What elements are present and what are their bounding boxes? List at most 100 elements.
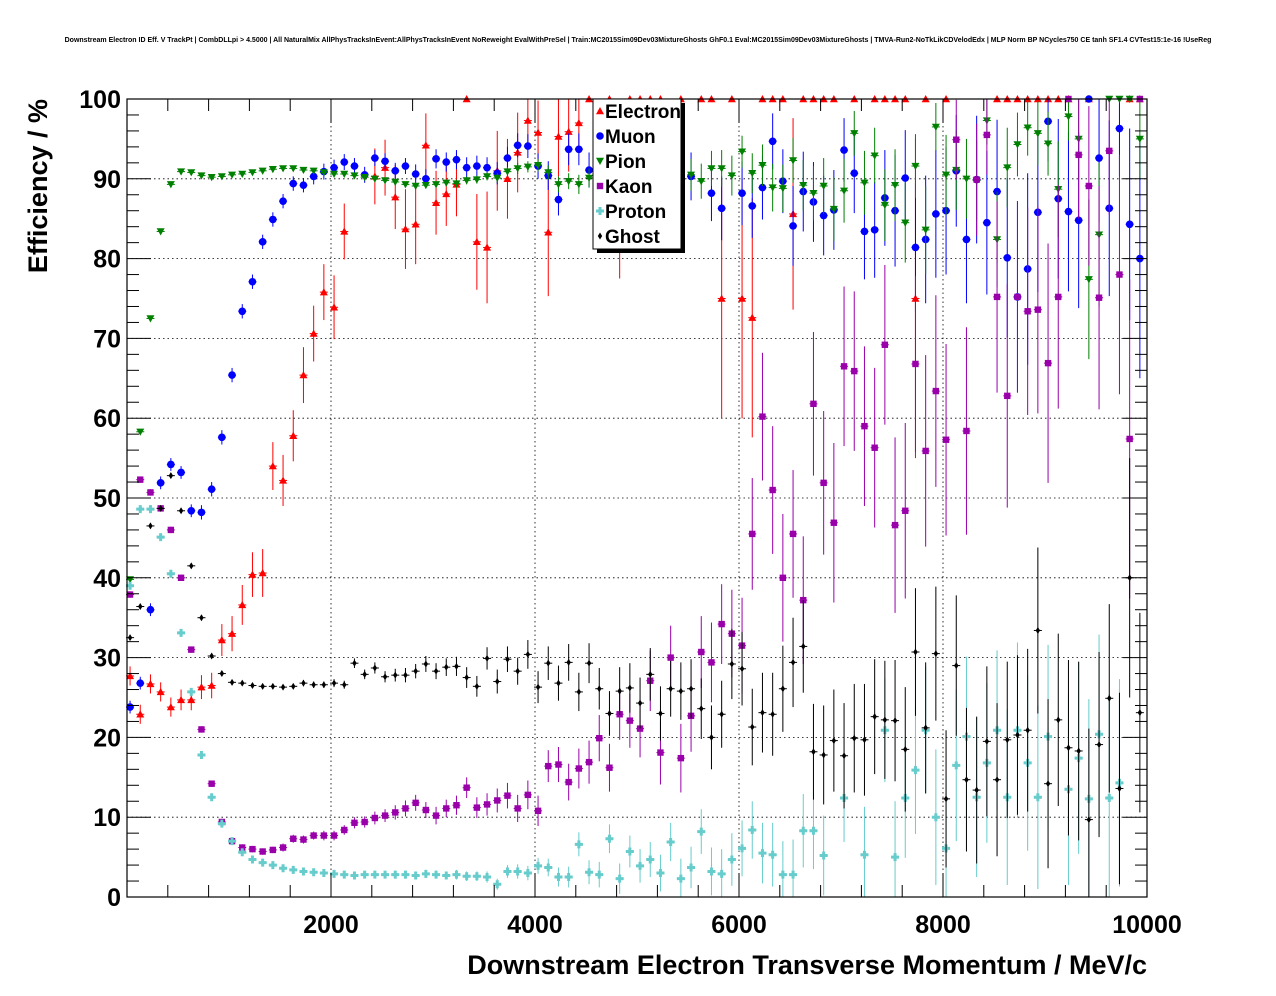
data-point <box>483 243 492 251</box>
data-point <box>199 614 204 622</box>
data-point <box>126 591 134 598</box>
data-point <box>452 155 461 164</box>
data-point <box>177 695 186 704</box>
data-point <box>1096 741 1102 749</box>
data-point <box>1004 392 1011 400</box>
data-point <box>738 148 747 156</box>
data-point <box>269 215 277 224</box>
data-point <box>146 679 155 688</box>
data-point <box>167 460 175 469</box>
y-tick-label: 20 <box>93 724 121 752</box>
data-point <box>484 654 490 662</box>
data-point <box>503 154 512 162</box>
data-point <box>544 863 553 872</box>
data-point <box>238 170 247 179</box>
legend-box <box>592 98 682 250</box>
data-point <box>442 189 451 198</box>
data-point <box>1095 294 1103 301</box>
data-point <box>391 167 400 175</box>
data-point <box>870 226 879 234</box>
data-point <box>372 664 378 672</box>
data-point <box>729 660 735 668</box>
data-point <box>597 685 602 693</box>
data-point <box>646 855 655 864</box>
data-point <box>912 360 919 368</box>
data-point <box>862 736 867 744</box>
data-point <box>1013 141 1022 149</box>
data-point <box>748 202 757 210</box>
legend-marker-proton <box>596 207 604 215</box>
y-tick-label: 40 <box>93 565 121 593</box>
data-point <box>513 165 522 173</box>
data-point <box>677 754 685 762</box>
data-point <box>840 146 848 154</box>
data-point <box>819 182 828 190</box>
data-point <box>209 652 214 660</box>
data-point <box>1034 306 1042 313</box>
x-tick-label: 4000 <box>507 911 563 939</box>
data-point <box>953 136 960 143</box>
legend-label-pion: Pion <box>605 152 646 173</box>
data-point <box>523 116 532 124</box>
data-point <box>1024 308 1031 315</box>
legend-label-ghost: Ghost <box>605 227 661 248</box>
data-point <box>789 157 798 165</box>
x-tick-label: 6000 <box>711 911 767 939</box>
data-point <box>891 853 900 862</box>
data-point <box>442 158 451 166</box>
data-point <box>595 870 604 879</box>
data-point <box>258 167 267 175</box>
data-point <box>156 687 165 696</box>
data-point <box>962 235 971 244</box>
data-point <box>146 505 155 514</box>
data-point <box>126 671 135 680</box>
data-point <box>289 179 298 188</box>
data-point <box>462 163 471 172</box>
data-point <box>739 665 745 673</box>
data-point <box>840 363 848 370</box>
data-point <box>718 620 725 628</box>
data-point <box>309 172 318 181</box>
data-point <box>974 786 979 794</box>
data-point <box>687 171 696 179</box>
data-point <box>197 683 206 691</box>
data-point <box>963 427 970 435</box>
data-point <box>780 685 786 693</box>
data-point <box>524 791 532 799</box>
axis-ticks <box>127 98 1148 898</box>
data-point <box>422 806 430 814</box>
y-tick-label: 30 <box>93 645 121 673</box>
data-point <box>994 776 1000 784</box>
data-point <box>472 176 481 184</box>
data-point <box>514 805 521 812</box>
data-markers <box>126 95 1144 897</box>
data-point <box>136 505 145 514</box>
data-point <box>422 175 430 183</box>
data-point <box>361 818 368 826</box>
data-point <box>391 870 400 879</box>
data-point <box>136 710 145 718</box>
data-point <box>319 288 328 296</box>
data-point <box>401 870 410 879</box>
data-point <box>931 813 940 822</box>
data-point <box>829 205 838 214</box>
data-point <box>830 519 838 526</box>
data-point <box>299 867 308 876</box>
data-point <box>1095 154 1103 162</box>
data-point <box>319 869 328 878</box>
y-tick-label: 70 <box>93 325 121 353</box>
data-point <box>921 226 930 234</box>
data-point <box>902 507 909 514</box>
data-point <box>860 227 869 236</box>
data-point <box>913 648 918 656</box>
data-point <box>207 681 216 689</box>
data-point <box>1066 744 1071 752</box>
data-point <box>147 489 154 496</box>
data-point <box>554 132 563 140</box>
data-point <box>667 654 674 661</box>
data-point <box>574 181 583 189</box>
data-point <box>779 574 787 581</box>
data-point <box>240 679 245 687</box>
data-point <box>330 163 338 172</box>
data-point <box>432 181 441 189</box>
